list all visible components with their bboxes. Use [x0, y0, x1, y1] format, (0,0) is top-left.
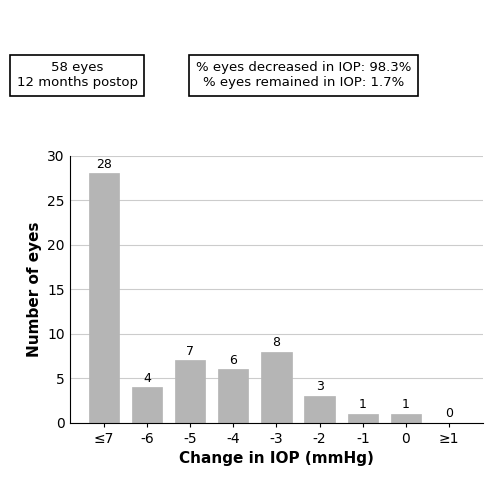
Text: 1: 1: [402, 398, 410, 411]
Text: 0: 0: [445, 407, 453, 420]
Y-axis label: Number of eyes: Number of eyes: [27, 222, 42, 357]
Bar: [218, 369, 249, 423]
Bar: [391, 414, 421, 423]
Text: 4: 4: [143, 371, 151, 384]
Text: 1: 1: [359, 398, 367, 411]
Text: % eyes decreased in IOP: 98.3%
% eyes remained in IOP: 1.7%: % eyes decreased in IOP: 98.3% % eyes re…: [196, 61, 411, 89]
Text: 7: 7: [186, 345, 194, 358]
Text: 28: 28: [96, 157, 112, 171]
Bar: [348, 414, 378, 423]
Bar: [131, 387, 162, 423]
Text: 58 eyes
12 months postop: 58 eyes 12 months postop: [17, 61, 137, 89]
Bar: [261, 351, 291, 423]
Text: 3: 3: [316, 381, 324, 394]
Bar: [89, 174, 119, 423]
Text: 8: 8: [272, 336, 280, 349]
Text: 6: 6: [229, 354, 237, 366]
Bar: [304, 396, 335, 423]
Bar: [175, 361, 205, 423]
X-axis label: Change in IOP (mmHg): Change in IOP (mmHg): [179, 451, 374, 467]
